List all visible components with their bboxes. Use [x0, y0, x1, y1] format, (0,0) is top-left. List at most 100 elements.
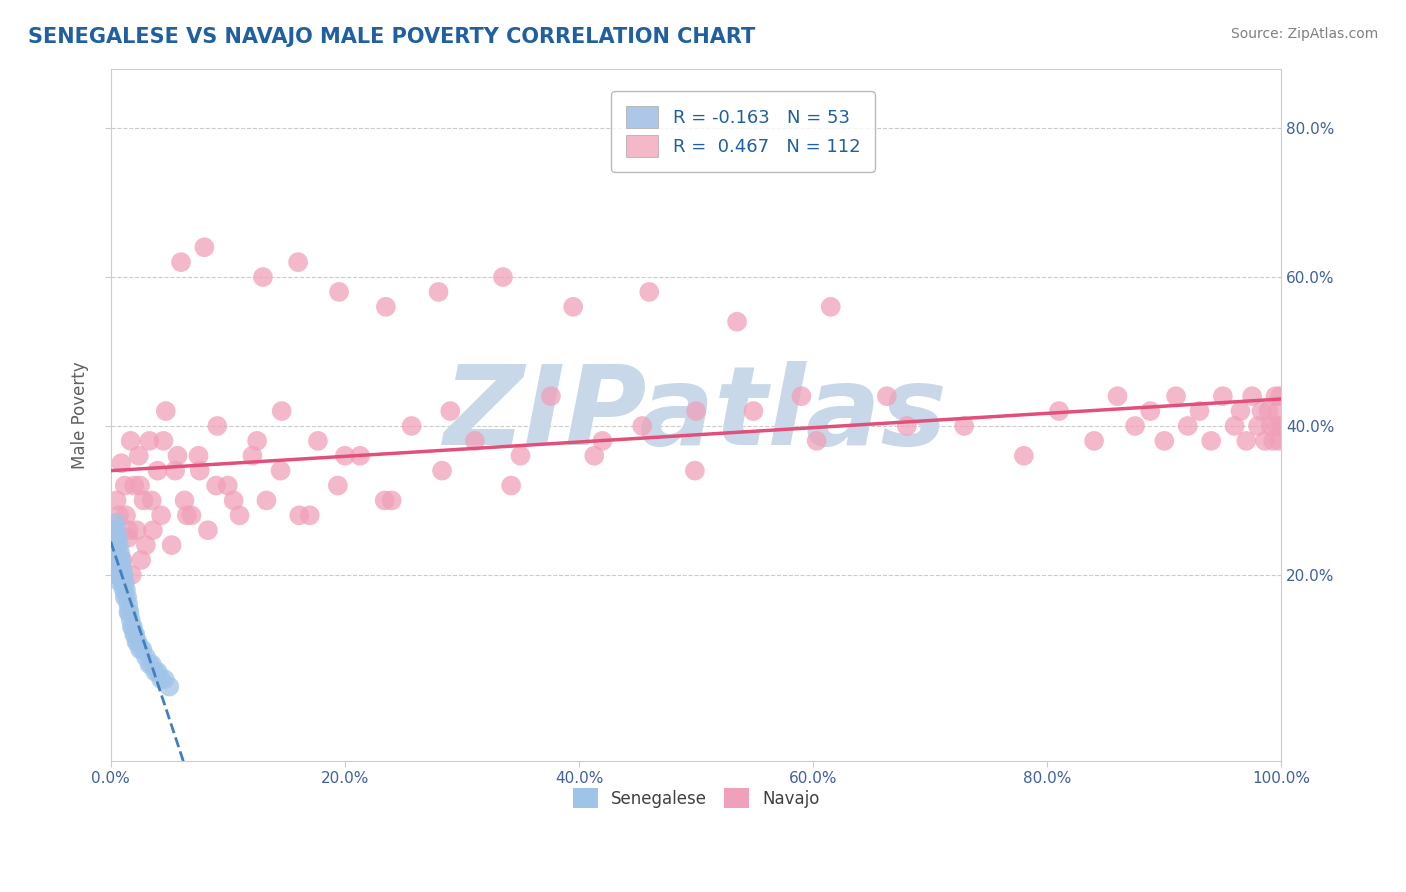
Point: [256, 493, 278, 508]
Point: [115, 508, 138, 523]
Point: [631, 419, 654, 434]
Point: [562, 300, 585, 314]
Point: [381, 493, 404, 508]
Point: [1263, 434, 1285, 448]
Point: [111, 575, 134, 590]
Point: [107, 560, 129, 574]
Point: [685, 404, 707, 418]
Point: [953, 419, 976, 434]
Point: [1257, 404, 1279, 418]
Point: [205, 478, 228, 492]
Text: SENEGALESE VS NAVAJO MALE POVERTY CORRELATION CHART: SENEGALESE VS NAVAJO MALE POVERTY CORREL…: [28, 27, 755, 46]
Point: [165, 464, 187, 478]
Point: [108, 545, 131, 559]
Point: [101, 523, 124, 537]
Point: [173, 493, 195, 508]
Point: [464, 434, 486, 448]
Point: [142, 523, 165, 537]
Point: [242, 449, 264, 463]
Point: [326, 478, 349, 492]
Point: [129, 642, 152, 657]
Point: [105, 523, 128, 537]
Point: [103, 531, 125, 545]
Point: [117, 598, 139, 612]
Point: [110, 553, 132, 567]
Point: [1241, 389, 1264, 403]
Point: [114, 575, 136, 590]
Point: [107, 531, 129, 545]
Point: [143, 665, 166, 679]
Point: [876, 389, 898, 403]
Point: [108, 553, 131, 567]
Point: [228, 508, 250, 523]
Text: Source: ZipAtlas.com: Source: ZipAtlas.com: [1230, 27, 1378, 41]
Point: [1123, 419, 1146, 434]
Point: [638, 285, 661, 299]
Point: [207, 419, 229, 434]
Point: [129, 553, 152, 567]
Point: [104, 531, 127, 545]
Point: [790, 389, 813, 403]
Point: [742, 404, 765, 418]
Point: [1083, 434, 1105, 448]
Point: [146, 665, 169, 679]
Point: [127, 635, 149, 649]
Point: [131, 642, 153, 657]
Point: [104, 516, 127, 530]
Point: [252, 270, 274, 285]
Point: [117, 531, 139, 545]
Point: [128, 449, 150, 463]
Point: [1254, 434, 1277, 448]
Point: [307, 434, 329, 448]
Point: [1047, 404, 1070, 418]
Point: [101, 553, 124, 567]
Point: [193, 240, 215, 254]
Point: [270, 404, 292, 418]
Point: [287, 255, 309, 269]
Point: [222, 493, 245, 508]
Point: [492, 270, 515, 285]
Point: [170, 255, 193, 269]
Point: [1270, 419, 1292, 434]
Point: [122, 478, 145, 492]
Point: [1247, 419, 1270, 434]
Point: [112, 582, 135, 597]
Point: [166, 449, 188, 463]
Point: [108, 575, 131, 590]
Point: [1267, 404, 1289, 418]
Point: [141, 657, 163, 672]
Point: [806, 434, 828, 448]
Point: [1188, 404, 1211, 418]
Point: [125, 523, 148, 537]
Point: [132, 493, 155, 508]
Point: [152, 434, 174, 448]
Point: [188, 464, 211, 478]
Point: [105, 568, 128, 582]
Point: [120, 613, 142, 627]
Point: [1153, 434, 1175, 448]
Point: [246, 434, 269, 448]
Point: [187, 449, 209, 463]
Point: [135, 649, 157, 664]
Point: [583, 449, 606, 463]
Point: [896, 419, 918, 434]
Point: [153, 672, 176, 686]
Point: [180, 508, 202, 523]
Point: [104, 553, 127, 567]
Point: [105, 538, 128, 552]
Point: [540, 389, 562, 403]
Point: [155, 404, 177, 418]
Point: [1268, 434, 1291, 448]
Point: [333, 449, 356, 463]
Point: [108, 538, 131, 552]
Point: [1270, 389, 1292, 403]
Point: [150, 508, 173, 523]
Point: [103, 560, 125, 574]
Point: [1012, 449, 1035, 463]
Point: [430, 464, 453, 478]
Point: [1199, 434, 1222, 448]
Point: [124, 627, 146, 641]
Point: [146, 464, 169, 478]
Point: [114, 478, 136, 492]
Point: [683, 464, 706, 478]
